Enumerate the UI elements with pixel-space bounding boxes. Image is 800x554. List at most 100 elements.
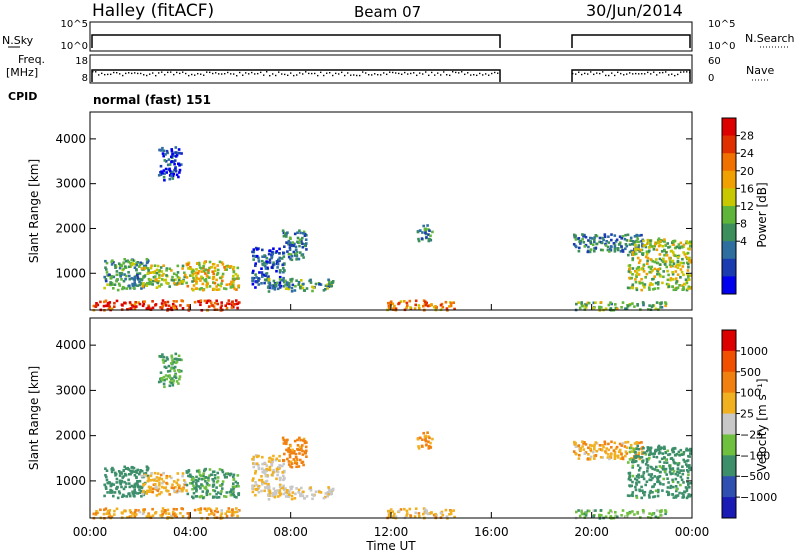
data-cell: [192, 484, 195, 488]
data-cell: [112, 483, 116, 486]
data-cell: [174, 486, 177, 489]
data-cell: [270, 473, 274, 477]
data-cell: [118, 474, 122, 477]
data-cell: [612, 242, 616, 245]
data-cell: [686, 476, 690, 480]
data-cell: [671, 264, 674, 268]
data-cell: [170, 155, 173, 159]
data-cell: [232, 265, 236, 269]
data-cell: [444, 300, 448, 304]
nave-dot: [266, 71, 268, 73]
data-cell: [205, 301, 209, 304]
data-cell: [230, 280, 233, 284]
data-cell: [274, 284, 278, 288]
nave-dot: [272, 73, 274, 75]
data-cell: [212, 272, 215, 276]
data-cell: [136, 484, 140, 487]
data-cell: [180, 152, 183, 155]
data-cell: [420, 237, 424, 240]
data-cell: [680, 453, 684, 456]
data-cell: [194, 278, 198, 282]
data-cell: [153, 264, 157, 267]
data-cell: [662, 257, 665, 261]
data-cell: [577, 249, 581, 253]
data-cell: [621, 301, 625, 304]
data-cell: [232, 475, 235, 479]
beam-title: Beam 07: [354, 3, 421, 21]
data-cell: [581, 440, 584, 443]
data-cell: [143, 508, 146, 511]
data-cell: [414, 299, 418, 303]
data-cell: [414, 303, 417, 307]
data-cell: [212, 275, 216, 279]
data-cell: [251, 250, 254, 254]
data-cell: [133, 488, 136, 492]
data-cell: [609, 301, 612, 304]
data-cell: [160, 477, 164, 481]
data-cell: [204, 268, 207, 271]
data-cell: [172, 379, 175, 382]
data-cell: [106, 302, 110, 305]
y-tick-label: 2000: [55, 429, 86, 443]
data-cell: [197, 269, 201, 273]
data-cell: [613, 450, 617, 454]
nave-dot: [605, 74, 607, 77]
data-cell: [204, 476, 207, 479]
data-cell: [117, 282, 121, 286]
data-cell: [122, 262, 125, 265]
data-cell: [213, 288, 216, 291]
nave-dot: [419, 72, 421, 74]
data-cell: [610, 446, 613, 449]
data-cell: [640, 267, 643, 271]
data-cell: [631, 464, 635, 468]
data-cell: [115, 279, 118, 283]
data-cell: [292, 244, 296, 247]
data-cell: [177, 148, 181, 151]
data-cell: [648, 304, 651, 307]
data-cell: [207, 271, 210, 275]
data-cell: [215, 507, 218, 510]
data-cell: [138, 272, 142, 275]
data-cell: [194, 287, 198, 290]
data-cell: [657, 244, 661, 248]
data-cell: [633, 513, 636, 516]
data-cell: [305, 449, 308, 453]
data-cell: [184, 481, 187, 484]
data-cell: [104, 266, 107, 269]
data-cell: [594, 454, 598, 457]
data-cell: [631, 458, 635, 462]
data-cell: [123, 509, 126, 513]
data-cell: [646, 464, 650, 467]
data-cell: [671, 467, 675, 470]
data-cell: [289, 460, 293, 464]
data-cell: [647, 448, 651, 451]
data-cell: [638, 259, 642, 262]
data-cell: [613, 247, 617, 251]
data-cell: [172, 154, 176, 157]
data-cell: [388, 515, 391, 519]
data-cell: [232, 305, 235, 309]
data-cell: [626, 304, 630, 308]
nave-dot: [608, 74, 610, 77]
data-cell: [612, 449, 616, 452]
data-cell: [650, 245, 654, 248]
data-cell: [136, 284, 139, 287]
data-cell: [256, 487, 259, 491]
data-cell: [674, 270, 678, 273]
data-cell: [162, 264, 165, 267]
data-cell: [651, 512, 655, 515]
data-cell: [205, 491, 208, 495]
data-cell: [675, 489, 678, 493]
data-cell: [649, 271, 653, 274]
data-cell: [236, 274, 239, 278]
data-cell: [620, 444, 623, 447]
data-cell: [263, 261, 266, 265]
data-cell: [237, 484, 240, 488]
data-cell: [681, 465, 684, 468]
data-cell: [123, 258, 126, 261]
data-cell: [685, 496, 689, 500]
data-cell: [121, 285, 125, 289]
data-cell: [172, 172, 175, 176]
data-cell: [180, 369, 183, 373]
nave-dot: [125, 72, 127, 75]
